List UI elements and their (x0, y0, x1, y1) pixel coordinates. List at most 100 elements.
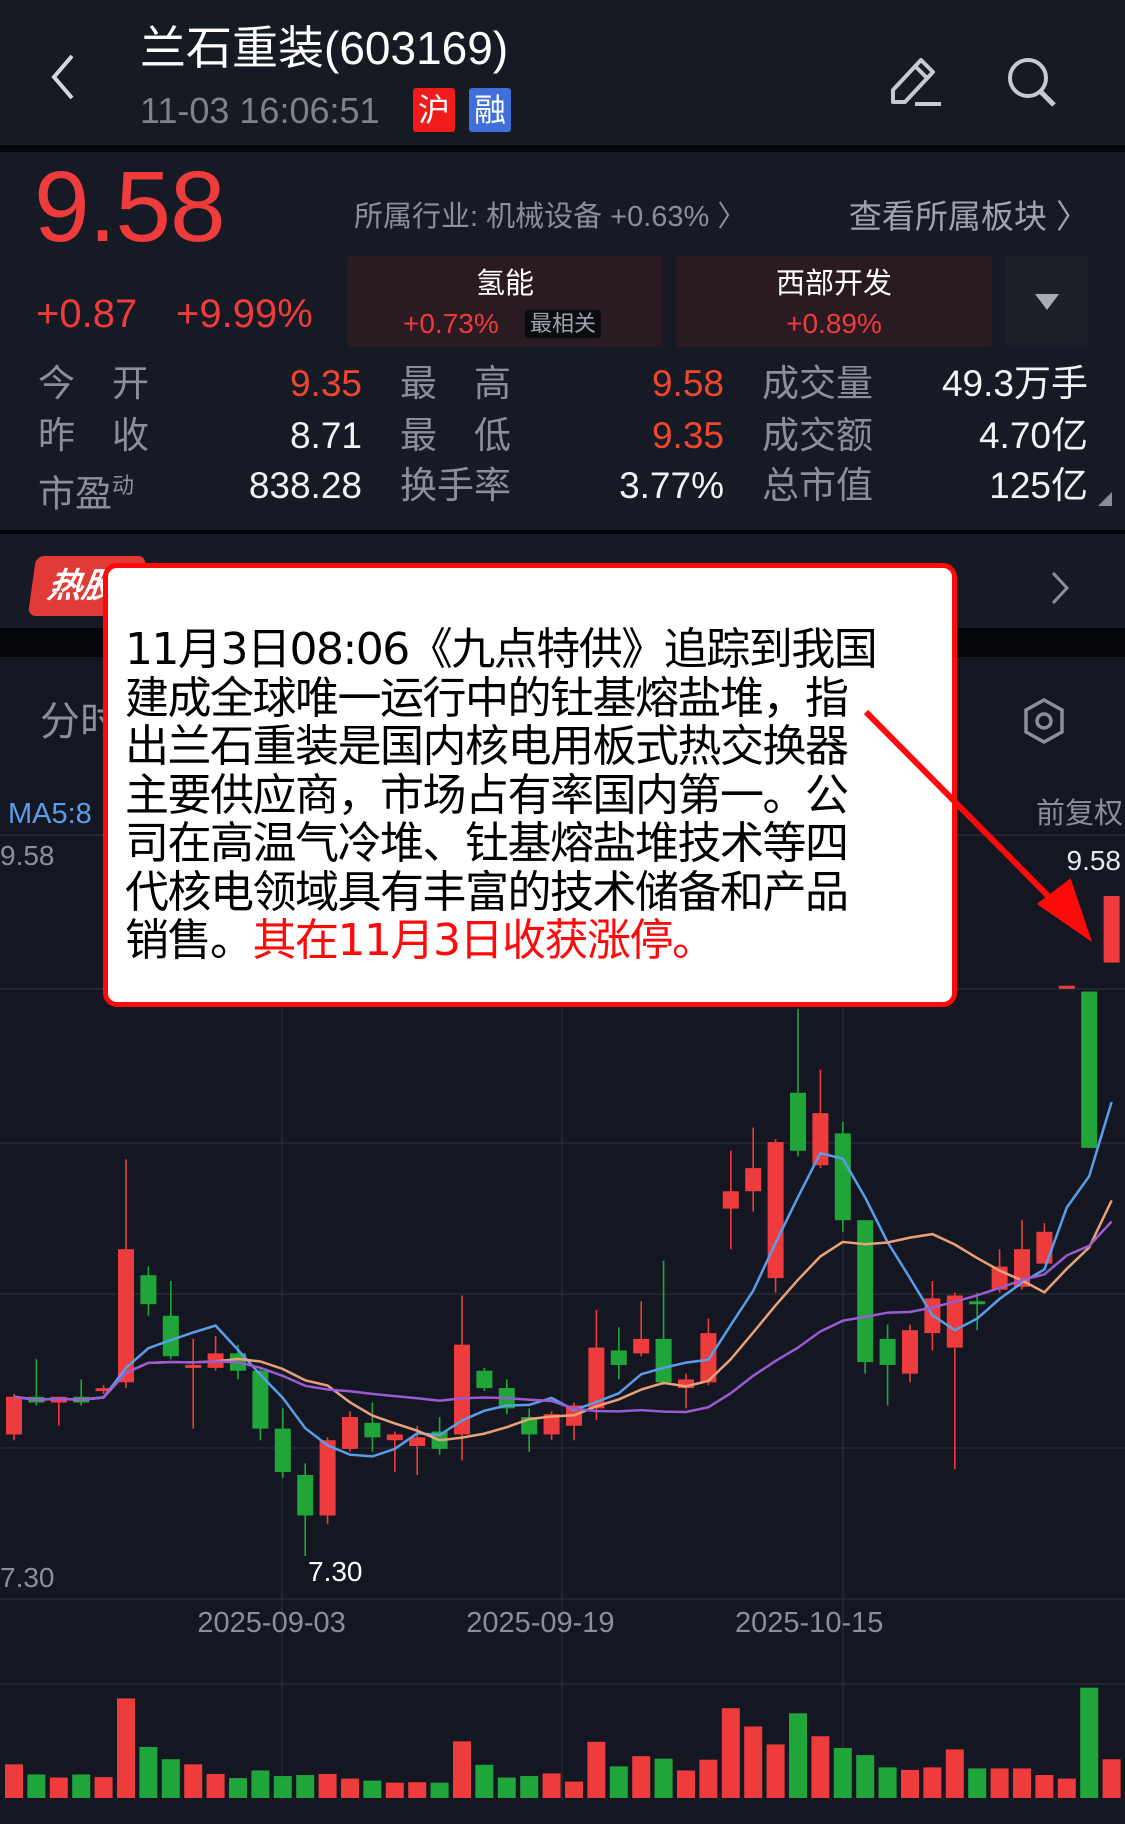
triangle-down-icon (1035, 294, 1059, 310)
concept-pct: +0.73% (403, 308, 499, 339)
stat-l2: 最 低 (400, 415, 511, 456)
volume-bar (363, 1780, 382, 1798)
candle (610, 1350, 627, 1365)
volume-bar (5, 1764, 23, 1798)
concept-card-hydrogen[interactable]: 氢能 +0.73% 最相关 (347, 256, 663, 347)
candle (274, 1428, 291, 1473)
divider (0, 530, 1125, 534)
stat-l1: 昨 收 (38, 415, 149, 456)
volume-bar (833, 1747, 852, 1798)
candle (655, 1338, 672, 1383)
candle (386, 1434, 403, 1441)
volume-bar (430, 1782, 449, 1798)
volume-bar (475, 1764, 494, 1798)
date-label: 2025-09-19 (466, 1607, 614, 1639)
low-price-marker: 7.30 (308, 1556, 363, 1587)
view-sectors-link[interactable]: 查看所属板块 〉 (848, 198, 1089, 235)
candle (342, 1417, 358, 1449)
concept-name: 氢能 (475, 268, 534, 300)
candle (297, 1474, 314, 1516)
stat-v3: 49.3万手 (941, 363, 1088, 404)
volume-bar (94, 1777, 113, 1798)
volume-bar (1102, 1759, 1121, 1798)
candle (1103, 896, 1120, 963)
stat-v1: 9.35 (289, 363, 362, 404)
quote-panel: 9.58 +0.87 +9.99% 所属行业: 机械设备 +0.63% 〉 查看… (0, 151, 1125, 530)
candle (409, 1437, 426, 1446)
candle (678, 1379, 694, 1389)
volume-bar (184, 1764, 203, 1798)
candle (588, 1347, 605, 1409)
volume-bar (1035, 1775, 1054, 1798)
timestamp: 11-03 16:06:51 (140, 90, 380, 131)
volume-bar (453, 1741, 471, 1798)
chevron-right-icon[interactable] (1048, 570, 1072, 606)
annotation-line: 司在高温气冷堆、钍基熔盐堆技术等四 (125, 818, 849, 869)
last-price: 9.58 (34, 151, 226, 263)
volume-bar (273, 1776, 292, 1798)
concept-card-west[interactable]: 西部开发 +0.89% (676, 256, 992, 347)
candle (185, 1364, 202, 1368)
volume-bar (968, 1768, 987, 1798)
price-change-pct: +9.99% (176, 292, 313, 336)
price-change: +0.87 (36, 292, 138, 336)
stat-v1: 838.28 (248, 465, 362, 506)
candle (946, 1295, 963, 1348)
volume-bar (789, 1713, 807, 1798)
stat-sup: 动 (112, 473, 135, 498)
industry-link[interactable]: 所属行业: 机械设备 +0.63% 〉 (354, 201, 747, 233)
annotation-line: 销售。其在11月3日收获涨停。 (125, 915, 876, 966)
candle (767, 1142, 784, 1279)
ma-legend: MA5:8 (8, 798, 92, 830)
volume-bar (408, 1782, 427, 1798)
candle (1058, 985, 1075, 989)
annotation-text-black: 销售。 (125, 915, 254, 966)
volume-bar (632, 1756, 651, 1798)
volume-bar (565, 1781, 583, 1798)
ma5-line (13, 1101, 1113, 1458)
candle (879, 1338, 896, 1365)
edit-icon[interactable] (885, 52, 945, 112)
annotation-line: 主要供应商，市场占有率国内第一。公 (125, 769, 849, 821)
volume-bar (878, 1767, 897, 1798)
candle (6, 1396, 22, 1435)
concepts-dropdown[interactable] (1005, 256, 1088, 347)
annotation-line: 建成全球唯一运行中的钍基熔盐堆，指 (125, 672, 849, 724)
expand-corner-icon[interactable] (1098, 492, 1112, 506)
stat-v3: 125亿 (989, 465, 1088, 506)
volume-bar (139, 1746, 158, 1798)
annotation-line: 出兰石重装是国内核电用板式热交换器 (125, 721, 849, 772)
volume-bar (990, 1768, 1009, 1798)
back-icon[interactable] (48, 52, 78, 102)
date-label: 2025-10-15 (735, 1607, 883, 1639)
volume-bar (901, 1769, 919, 1798)
stat-v1: 8.71 (289, 415, 362, 456)
stat-v3: 4.70亿 (978, 415, 1088, 456)
volume-bar (72, 1774, 91, 1798)
shanghai-badge: 沪 (413, 88, 455, 132)
volume-bar (296, 1775, 315, 1798)
candle (834, 1133, 851, 1221)
volume-bar (251, 1770, 270, 1798)
volume-bar (117, 1698, 135, 1798)
stat-v2: 3.77% (619, 465, 724, 506)
volume-bar (318, 1774, 337, 1798)
candle (140, 1275, 157, 1305)
stat-l3: 成交额 (762, 415, 873, 456)
search-icon[interactable] (1002, 52, 1062, 112)
candle (543, 1414, 560, 1435)
annotation-line: 代核电领域具有丰富的技术储备和产品 (125, 866, 849, 918)
volume-bar (385, 1782, 404, 1798)
volume-bar (766, 1744, 785, 1798)
stat-l3: 总市值 (762, 465, 873, 506)
annotation-highlight: 其在11月3日收获涨停。 (252, 915, 716, 966)
stock-title: 兰石重装(603169) (140, 22, 509, 74)
candle (1036, 1231, 1053, 1264)
volume-bar (49, 1777, 68, 1798)
margin-badge: 融 (469, 88, 511, 132)
candle (1081, 991, 1098, 1148)
candle (364, 1422, 381, 1438)
volume-bar (1057, 1778, 1076, 1798)
concept-pct: +0.89% (786, 308, 882, 339)
